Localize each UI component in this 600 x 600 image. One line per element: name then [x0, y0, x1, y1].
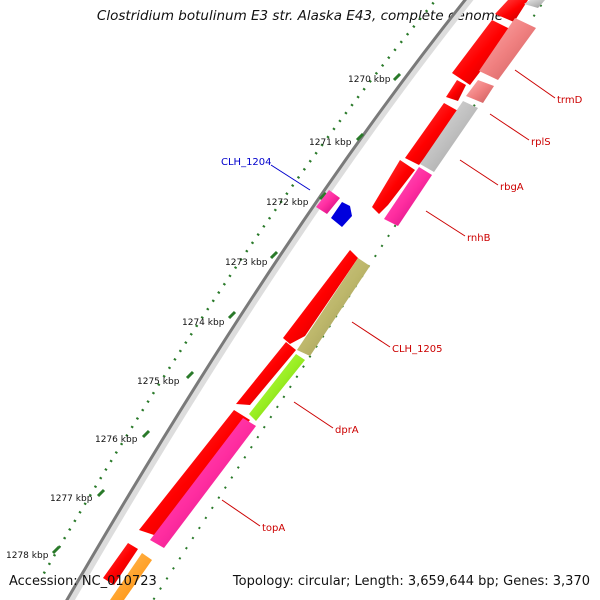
cds-feature-clh-1204	[316, 190, 340, 214]
tick-label: 1273 kbp	[225, 258, 268, 268]
cds-feature	[405, 103, 460, 165]
genome-summary: Topology: circular; Length: 3,659,644 bp…	[232, 574, 590, 589]
tick-label: 1278 kbp	[6, 551, 49, 561]
tick-marks	[51, 72, 402, 555]
cds-feature	[283, 250, 358, 344]
tick-label: 1270 kbp	[348, 75, 391, 85]
tick-label: 1277 kbp	[50, 494, 93, 504]
callout-lines	[221, 69, 556, 527]
accession-label: Accession: NC_010723	[9, 574, 157, 589]
cds-feature	[495, 0, 528, 22]
gene-label-rpls: rplS	[531, 137, 551, 148]
cds-feature	[103, 543, 138, 585]
gene-label-trmd: trmD	[557, 95, 583, 106]
tick-labels: 1270 kbp 1271 kbp 1272 kbp 1273 kbp 1274…	[6, 75, 391, 561]
map-title: Clostridium botulinum E3 str. Alaska E43…	[96, 8, 504, 24]
cds-feature	[466, 80, 494, 103]
gene-label-clh-1205: CLH_1205	[392, 344, 443, 355]
cds-feature	[420, 101, 478, 172]
cds-feature-clh-1204-blue	[331, 202, 352, 227]
forward-cds-track	[103, 0, 528, 585]
gene-label-rnhb: rnhB	[467, 233, 491, 244]
cds-feature	[446, 80, 466, 101]
cds-feature	[372, 160, 415, 214]
backbone	[65, 0, 467, 600]
tick-label: 1276 kbp	[95, 435, 138, 445]
cds-feature	[479, 18, 536, 80]
tick-label: 1271 kbp	[309, 138, 352, 148]
cds-feature	[139, 410, 250, 535]
tick-label: 1275 kbp	[137, 377, 180, 387]
cds-feature	[249, 354, 305, 421]
gene-labels: trmD rplS rbgA CLH_1204 rnhB CLH_1205 dp…	[221, 95, 583, 534]
backbone-shadow	[66, 0, 474, 600]
reverse-cds-track	[110, 0, 545, 600]
gene-label-clh-1204: CLH_1204	[221, 157, 272, 168]
cds-feature	[384, 167, 432, 226]
gene-label-topa: topA	[262, 523, 285, 534]
gene-label-rbga: rbgA	[500, 182, 524, 193]
cds-feature	[110, 553, 152, 600]
cds-feature	[524, 0, 545, 8]
tick-label: 1272 kbp	[266, 198, 309, 208]
cds-feature	[297, 258, 370, 356]
cds-feature	[452, 20, 512, 85]
tick-label: 1274 kbp	[182, 318, 225, 328]
cds-feature	[150, 418, 256, 548]
cds-feature	[236, 342, 296, 405]
gene-label-dpra: dprA	[335, 425, 359, 436]
